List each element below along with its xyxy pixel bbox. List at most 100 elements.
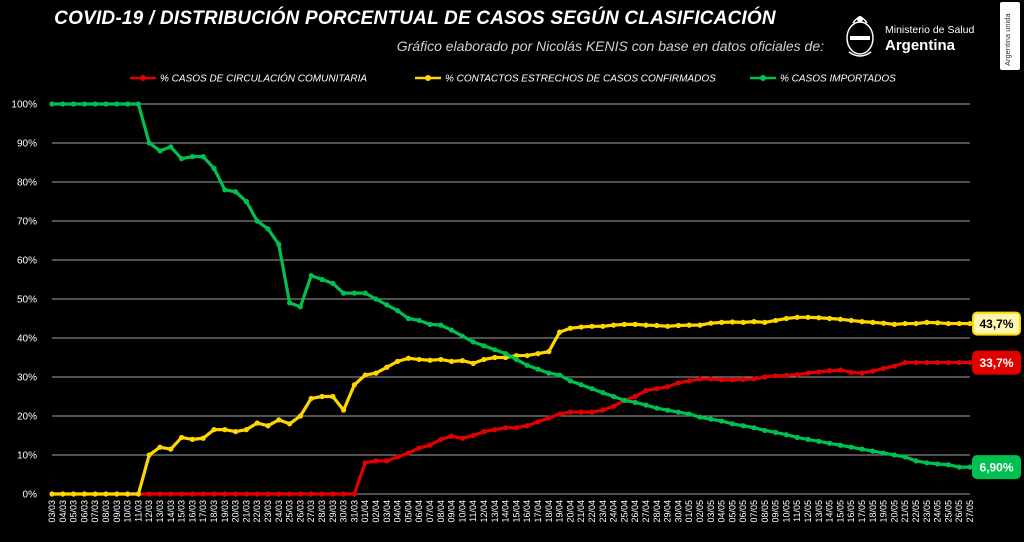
- x-tick-label: 29/03: [328, 500, 338, 523]
- data-point: [708, 416, 714, 422]
- data-point: [902, 454, 908, 460]
- data-point: [805, 314, 811, 320]
- data-point: [179, 434, 185, 441]
- data-point: [297, 413, 303, 419]
- data-point: [81, 491, 87, 497]
- data-point: [729, 319, 736, 325]
- data-point: [233, 429, 239, 435]
- data-point: [902, 359, 908, 366]
- data-point: [816, 438, 822, 444]
- data-point: [686, 411, 692, 417]
- data-point: [870, 319, 876, 325]
- data-point: [945, 462, 952, 468]
- x-tick-label: 27/04: [641, 500, 651, 523]
- x-tick-label: 17/04: [533, 500, 543, 523]
- data-point: [373, 370, 379, 376]
- data-point: [654, 386, 660, 392]
- data-point: [449, 433, 455, 439]
- x-tick-label: 19/03: [220, 500, 230, 523]
- data-point: [859, 319, 865, 325]
- data-point: [92, 491, 98, 497]
- data-point: [276, 491, 282, 497]
- data-point: [395, 454, 401, 460]
- data-point: [60, 101, 66, 107]
- x-tick-label: 16/03: [187, 500, 197, 523]
- data-point: [330, 280, 336, 286]
- x-tick-label: 27/05: [965, 500, 975, 523]
- data-point: [330, 491, 336, 497]
- x-tick-label: 21/03: [241, 500, 251, 523]
- x-tick-label: 13/03: [155, 500, 165, 523]
- data-point: [362, 372, 368, 378]
- data-point: [49, 491, 55, 497]
- x-tick-label: 05/04: [403, 500, 413, 523]
- y-tick-label: 100%: [11, 100, 37, 111]
- y-tick-label: 60%: [17, 256, 37, 267]
- data-point: [924, 359, 930, 366]
- x-tick-label: 11/05: [792, 500, 802, 522]
- x-tick-label: 03/03: [47, 500, 57, 523]
- data-point: [805, 370, 811, 376]
- data-point: [708, 376, 714, 382]
- x-tick-label: 12/05: [803, 500, 813, 523]
- data-point: [837, 442, 844, 448]
- data-point: [200, 154, 206, 160]
- x-tick-label: 13/05: [814, 500, 824, 523]
- data-point: [438, 322, 444, 328]
- data-point: [913, 359, 919, 366]
- data-point: [395, 358, 401, 364]
- data-point: [254, 420, 260, 426]
- data-point: [794, 434, 800, 441]
- x-tick-label: 04/03: [58, 500, 68, 523]
- x-tick-label: 29/04: [663, 500, 673, 523]
- data-point: [189, 154, 195, 160]
- x-tick-label: 20/05: [889, 500, 899, 523]
- data-point: [773, 317, 779, 324]
- data-point: [535, 419, 541, 425]
- data-point: [848, 369, 854, 375]
- data-point: [265, 491, 271, 497]
- x-tick-label: 25/03: [285, 500, 295, 523]
- data-point: [762, 427, 768, 434]
- y-tick-label: 30%: [17, 373, 37, 384]
- data-point: [222, 491, 228, 497]
- x-tick-label: 16/04: [522, 500, 532, 523]
- data-point: [589, 409, 595, 415]
- data-point: [427, 442, 433, 448]
- data-point: [935, 359, 941, 366]
- data-point: [254, 491, 260, 497]
- data-point: [740, 423, 746, 429]
- data-point: [945, 359, 952, 366]
- x-tick-label: 10/05: [781, 500, 791, 523]
- data-point: [157, 148, 163, 154]
- data-point: [567, 325, 574, 331]
- x-tick-label: 15/04: [511, 500, 521, 523]
- data-point: [827, 368, 833, 374]
- data-point: [459, 435, 465, 441]
- data-point: [308, 491, 314, 497]
- data-point: [157, 444, 163, 450]
- x-tick-label: 09/03: [112, 500, 122, 523]
- x-tick-label: 28/03: [317, 500, 327, 523]
- x-tick-label: 19/04: [555, 500, 565, 523]
- data-point: [524, 362, 530, 368]
- end-value-badge: [972, 350, 1021, 375]
- data-point: [470, 339, 476, 345]
- data-point: [503, 425, 509, 431]
- data-point: [848, 317, 854, 324]
- data-point: [589, 323, 595, 329]
- data-point: [351, 382, 357, 388]
- data-point: [168, 144, 174, 150]
- x-tick-label: 22/03: [252, 500, 262, 523]
- data-point: [783, 315, 790, 322]
- data-point: [611, 393, 617, 400]
- data-point: [783, 432, 790, 438]
- x-tick-label: 28/04: [652, 500, 662, 523]
- data-point: [902, 320, 908, 327]
- data-point: [449, 358, 455, 364]
- data-point: [913, 320, 919, 327]
- data-point: [319, 491, 325, 497]
- x-tick-label: 30/04: [673, 500, 683, 523]
- data-point: [60, 491, 66, 497]
- x-tick-label: 17/03: [198, 500, 208, 523]
